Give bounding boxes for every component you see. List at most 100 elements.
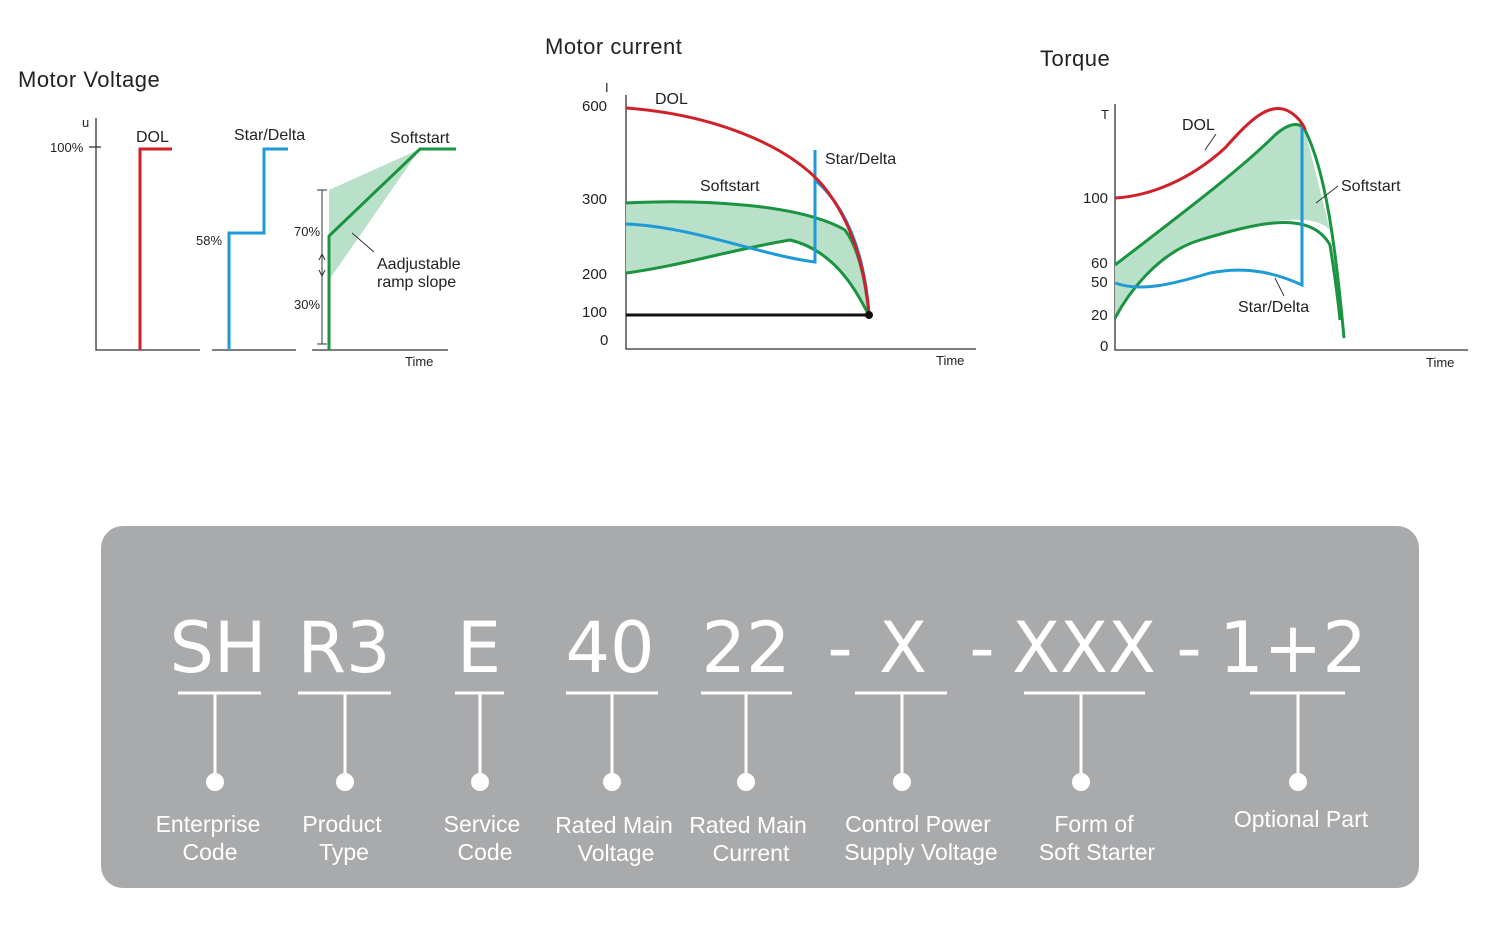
code-segment-rated-current: 22 Rated Main Current <box>689 607 807 866</box>
code-desc-line1: Control Power <box>845 811 991 837</box>
voltage-tick-100: 100% <box>50 140 84 155</box>
voltage-axis-dol <box>95 118 200 351</box>
voltage-stardelta-label: Star/Delta <box>234 127 305 144</box>
code-segment-enterprise: SH Enterprise Code <box>156 607 267 865</box>
code-segment-rated-voltage: 40 Rated Main Voltage <box>555 607 673 866</box>
code-desc-line1: Rated Main <box>555 812 673 838</box>
current-axes <box>625 95 976 350</box>
code-separator: - <box>969 607 994 689</box>
voltage-ramp-note-line1: Aadjustable <box>377 256 461 273</box>
code-text: X <box>879 607 927 689</box>
torque-dol-label: DOL <box>1182 117 1215 134</box>
current-chart-title: Motor current <box>545 34 682 59</box>
torque-softstart-band <box>1115 124 1330 318</box>
code-segment-service: E Service Code <box>444 607 521 865</box>
code-text: R3 <box>297 607 390 689</box>
code-desc-line2: Current <box>713 840 790 866</box>
torque-softstart-lower-line <box>1113 221 1342 321</box>
torque-softstart-pointer <box>1315 185 1339 204</box>
code-desc-line2: Soft Starter <box>1039 839 1156 865</box>
current-dol-label: DOL <box>655 91 688 108</box>
code-dot <box>206 773 224 791</box>
voltage-softstart-line <box>327 147 456 350</box>
torque-tick-60: 60 <box>1091 255 1108 272</box>
torque-tick-20: 20 <box>1091 307 1108 324</box>
torque-tick-0: 0 <box>1100 338 1108 355</box>
voltage-chart-title: Motor Voltage <box>18 67 160 92</box>
model-code-panel: - - - SH Enterprise Code R3 Product Type… <box>101 526 1419 888</box>
code-desc-line2: Code <box>458 839 513 865</box>
code-desc-line1: Enterprise <box>156 811 261 837</box>
code-desc-line2: Type <box>319 839 369 865</box>
code-dot <box>471 773 489 791</box>
torque-x-axis-label: Time <box>1426 355 1454 370</box>
voltage-tick-70: 70% <box>294 224 320 239</box>
code-text: XXX <box>1012 607 1156 689</box>
code-dot <box>1072 773 1090 791</box>
motor-current-chart: Motor current I 600 300 200 100 0 Time D… <box>545 34 976 368</box>
voltage-tick-58: 58% <box>196 233 222 248</box>
code-dot <box>1289 773 1307 791</box>
torque-stardelta-label: Star/Delta <box>1238 299 1309 316</box>
voltage-softstart-ramp-band <box>329 149 420 280</box>
current-tick-600: 600 <box>582 98 607 115</box>
torque-chart: Torque T 100 60 50 20 0 Time DOL Softsta… <box>1040 46 1468 370</box>
code-desc-line2: Code <box>183 839 238 865</box>
code-desc-line1: Service <box>444 811 521 837</box>
torque-y-axis-label: T <box>1101 107 1109 122</box>
voltage-tick-30: 30% <box>294 297 320 312</box>
current-y-axis-label: I <box>605 80 609 95</box>
code-desc-line1: Rated Main <box>689 812 807 838</box>
torque-axes <box>1114 104 1468 351</box>
model-code-background <box>101 526 1419 888</box>
voltage-x-axis-label: Time <box>405 354 433 369</box>
current-x-axis-label: Time <box>936 353 964 368</box>
torque-dol-line <box>1114 106 1307 200</box>
current-tick-0: 0 <box>600 332 608 349</box>
voltage-dol-line <box>138 147 172 350</box>
torque-softstart-upper-line <box>1114 123 1346 339</box>
current-stardelta-label: Star/Delta <box>825 151 896 168</box>
torque-stardelta-line <box>1114 126 1304 289</box>
code-segment-control-voltage: X Control Power Supply Voltage <box>844 607 997 865</box>
torque-stardelta-pointer <box>1274 277 1285 297</box>
code-segment-optional-part: 1+2 Optional Part <box>1219 607 1369 832</box>
current-tick-100: 100 <box>582 304 607 321</box>
code-desc-line2: Supply Voltage <box>844 839 997 865</box>
voltage-30-dimension <box>317 252 327 345</box>
current-softstart-label: Softstart <box>700 178 760 195</box>
code-text: 1+2 <box>1219 607 1367 689</box>
code-text: 22 <box>701 607 790 689</box>
current-softstart-lower-line <box>625 238 871 316</box>
code-desc-line1: Form of <box>1054 811 1134 837</box>
code-desc-line1: Optional Part <box>1234 806 1369 832</box>
current-softstart-band <box>626 201 869 315</box>
torque-tick-50: 50 <box>1091 274 1108 291</box>
voltage-dol-label: DOL <box>136 129 169 146</box>
code-dot <box>603 773 621 791</box>
voltage-softstart-label: Softstart <box>390 130 450 147</box>
code-text: SH <box>169 607 266 689</box>
code-segment-soft-starter-form: XXX Form of Soft Starter <box>1012 607 1156 865</box>
code-desc-line2: Voltage <box>578 840 655 866</box>
code-dot <box>336 773 354 791</box>
voltage-ramp-note-line2: ramp slope <box>377 274 456 291</box>
motor-voltage-chart: Motor Voltage u 100% Time DOL Star/Delta… <box>18 67 461 369</box>
voltage-stardelta-line <box>227 147 288 350</box>
current-tick-200: 200 <box>582 266 607 283</box>
code-text: 40 <box>565 607 654 689</box>
voltage-y-axis-label: u <box>82 115 89 130</box>
code-dot <box>737 773 755 791</box>
current-tick-300: 300 <box>582 191 607 208</box>
current-end-point <box>865 311 873 319</box>
torque-softstart-label: Softstart <box>1341 178 1401 195</box>
code-dot <box>893 773 911 791</box>
torque-chart-title: Torque <box>1040 46 1110 71</box>
code-text: E <box>457 607 501 689</box>
code-segment-product-type: R3 Product Type <box>297 607 391 865</box>
code-desc-line1: Product <box>302 811 382 837</box>
voltage-ramp-pointer <box>351 232 375 253</box>
code-separator: - <box>1176 607 1201 689</box>
current-dol-line <box>625 106 871 316</box>
